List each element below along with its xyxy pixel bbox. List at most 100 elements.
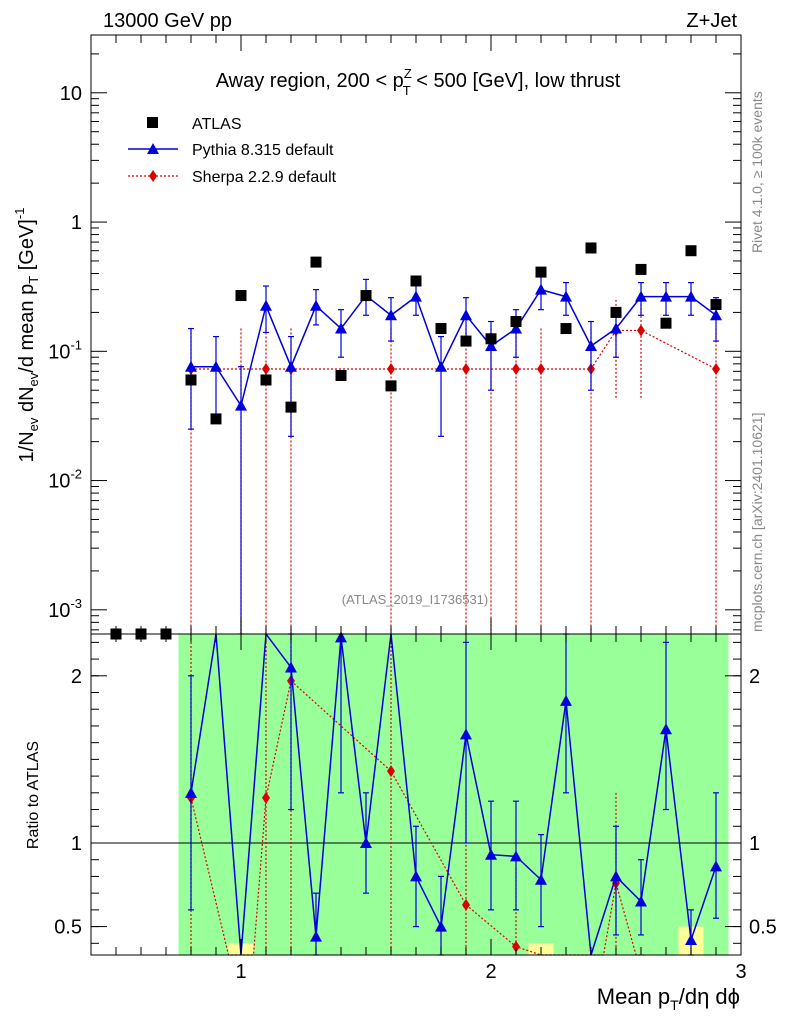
pythia-ratio-point <box>510 850 522 862</box>
atlas-point <box>535 266 547 278</box>
pythia-point <box>510 322 522 334</box>
legend-sherpa-marker <box>149 170 157 182</box>
atlas-point <box>585 242 597 254</box>
legend-pythia-label: Pythia 8.315 default <box>192 142 334 159</box>
main-y-label: 1/Nev dNev/d mean pT [GeV]-1 <box>12 208 41 463</box>
green-band <box>228 634 254 944</box>
main-y-tick-label: 10 <box>60 83 82 105</box>
ratio-y-tick-label-left: 0.5 <box>54 917 82 939</box>
atlas-point <box>335 369 347 381</box>
plot-title: Away region, 200 < pZ T < 500 [GeV], low … <box>216 66 621 98</box>
main-y-tick-base: 10 <box>48 341 70 363</box>
main-frame <box>90 34 742 635</box>
pythia-point <box>485 339 497 351</box>
main-y-tick-exponent: -3 <box>70 596 82 611</box>
x-tick-label: 1 <box>235 961 246 983</box>
atlas-point <box>360 290 372 302</box>
ratio-y-tick-label-right: 1 <box>749 833 760 855</box>
main-y-tick-label: 1 <box>71 212 82 234</box>
pythia-point <box>685 290 697 302</box>
atlas-point <box>435 323 447 335</box>
pythia-ratio-point <box>185 786 197 798</box>
green-band <box>678 634 704 927</box>
pythia-point <box>635 290 647 302</box>
ratio-y-tick-label-left: 2 <box>71 666 82 688</box>
main-y-tick-base: 10 <box>48 471 70 493</box>
pythia-point <box>385 309 397 321</box>
x-tick-label: 3 <box>735 961 746 983</box>
atlas-point <box>310 256 322 268</box>
pythia-ratio-point <box>310 930 322 942</box>
pythia-ratio-point <box>535 873 547 885</box>
atlas-point <box>660 317 672 329</box>
green-band <box>578 634 604 955</box>
atlas-point <box>210 413 222 425</box>
atlas-point <box>710 299 722 311</box>
pythia-ratio-point <box>710 860 722 872</box>
sherpa-point <box>262 362 270 375</box>
pythia-ratio-point <box>460 728 472 740</box>
energy-label: 13000 GeV pp <box>103 10 232 32</box>
pythia-ratio-point <box>360 836 372 848</box>
main-y-tick-exponent: -2 <box>70 467 82 482</box>
main-y-tick-base: 10 <box>60 83 82 105</box>
ratio-uncertainty-bands <box>178 634 729 955</box>
main-y-tick-base: 1 <box>71 212 82 234</box>
ratio-y-tick-label-right: 2 <box>749 666 760 688</box>
main-y-tick-label: 10-2 <box>48 467 82 493</box>
pythia-point <box>235 399 247 411</box>
sherpa-ratio-point <box>512 940 520 953</box>
pythia-ratio-point <box>435 920 447 932</box>
pythia-point <box>560 290 572 302</box>
atlas-point <box>285 401 297 413</box>
pythia-ratio-point <box>685 933 697 945</box>
main-y-tick-exponent: -1 <box>70 337 82 352</box>
pythia-point <box>260 299 272 311</box>
pythia-ratio-point <box>660 723 672 735</box>
pythia-ratio-point <box>485 848 497 860</box>
atlas-point <box>485 333 497 345</box>
pythia-ratio-point <box>635 895 647 907</box>
atlas-point <box>635 263 647 275</box>
atlas-point <box>685 245 697 257</box>
sherpa-ratio-point <box>462 898 470 911</box>
pythia-point <box>710 309 722 321</box>
x-ticks: 1 2 3 <box>115 35 747 983</box>
green-band <box>203 634 229 955</box>
atlas-point <box>260 374 272 386</box>
pythia-point <box>185 360 197 372</box>
sherpa-point <box>462 362 470 375</box>
pythia-ratio-line <box>190 631 717 956</box>
atlas-point <box>460 335 472 347</box>
ratio-y-tick-label-left: 1 <box>71 833 82 855</box>
ratio-panel: 0.5 0.5 1 1 2 2 1 2 3 Ratio to ATLAS Mean pT/dη… <box>25 35 777 1013</box>
sherpa-point <box>712 362 720 375</box>
pythia-point <box>460 309 472 321</box>
legend: ATLAS Pythia 8.315 default Sherpa 2.2.9 … <box>128 116 337 186</box>
pythia-point <box>335 322 347 334</box>
pythia-point <box>535 283 547 295</box>
pythia-point <box>435 360 447 372</box>
pythia-ratio-point <box>285 661 297 673</box>
atlas-point <box>610 306 622 318</box>
pythia-ratio-point <box>610 870 622 882</box>
legend-atlas-marker <box>147 117 158 128</box>
main-y-tick-base: 10 <box>48 600 70 622</box>
sherpa-line <box>191 329 717 370</box>
main-y-tick-label: 10-3 <box>48 596 82 622</box>
sherpa-ratio-point <box>387 765 395 778</box>
atlas-point <box>510 316 522 328</box>
ratio-plot-area <box>185 631 722 956</box>
pythia-point <box>210 360 222 372</box>
ratio-y-label: Ratio to ATLAS <box>25 741 42 849</box>
atlas-point <box>385 380 397 392</box>
x-axis-label: Mean pT/dη dϕ <box>597 984 740 1013</box>
main-y-tick-label: 10-1 <box>48 337 82 363</box>
pythia-ratio-point <box>410 870 422 882</box>
pythia-point <box>285 360 297 372</box>
pythia-point <box>660 290 672 302</box>
atlas-point <box>560 323 572 335</box>
atlas-point <box>185 374 197 386</box>
